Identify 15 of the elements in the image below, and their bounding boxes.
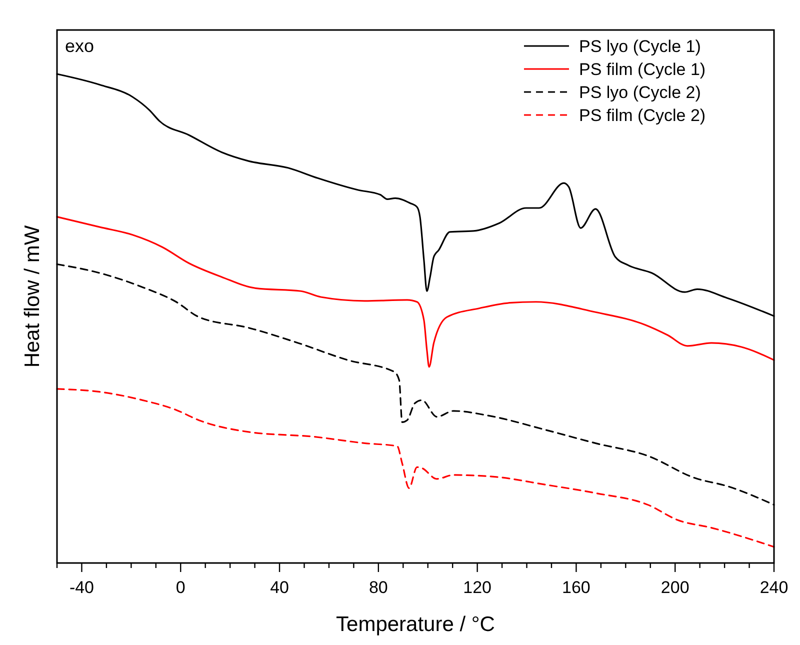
legend-label: PS film (Cycle 2) [579, 106, 706, 125]
legend-label: PS lyo (Cycle 1) [579, 37, 701, 56]
x-tick-label: 0 [176, 578, 186, 597]
text: exo [65, 36, 94, 56]
x-tick-label: 200 [660, 578, 690, 597]
x-axis-title: Temperature / °C [336, 613, 495, 636]
x-tick-label: 40 [270, 578, 289, 597]
x-tick-label: 240 [760, 578, 788, 597]
legend-label: PS lyo (Cycle 2) [579, 83, 701, 102]
x-tick-label: 160 [562, 578, 590, 597]
y-axis-title: Heat flow / mW [21, 225, 44, 368]
x-tick-label: 120 [463, 578, 492, 597]
x-tick-label: 80 [368, 578, 388, 597]
x-tick-label: -40 [69, 578, 94, 597]
legend-label: PS film (Cycle 1) [579, 60, 706, 79]
